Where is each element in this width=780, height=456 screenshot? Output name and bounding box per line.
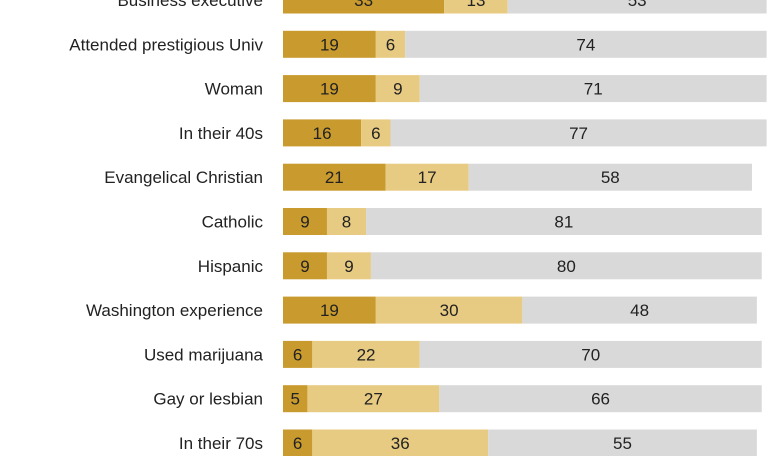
category-label: Used marijuana <box>144 345 264 364</box>
bar-row: Used marijuana 6 22 70 <box>144 340 762 368</box>
data-label: 53 <box>628 0 647 10</box>
category-label: In their 70s <box>179 434 263 453</box>
bar-row: Hispanic 9 9 80 <box>198 252 762 280</box>
data-label: 6 <box>293 345 302 364</box>
data-label: 17 <box>418 168 437 187</box>
bar-row: Evangelical Christian 21 17 58 <box>104 163 752 191</box>
category-label: Washington experience <box>86 301 263 320</box>
bar-segment-series-c <box>405 30 767 58</box>
bar-segment-series-c <box>468 163 752 191</box>
data-label: 16 <box>313 124 332 143</box>
data-label: 77 <box>569 124 588 143</box>
bar-segment-series-a <box>283 0 445 14</box>
bar-segment-series-c <box>370 252 762 280</box>
bar-segment-series-b <box>326 208 367 235</box>
data-label: 55 <box>613 434 632 453</box>
category-label: Hispanic <box>198 257 264 276</box>
bar-segment-series-b <box>326 252 371 280</box>
category-label: Catholic <box>202 213 264 232</box>
bar-segment-series-b <box>312 429 489 456</box>
category-label: Business executive <box>117 0 263 10</box>
bar-segment-series-c <box>522 296 757 324</box>
data-label: 66 <box>591 390 610 409</box>
bar-segment-series-a <box>283 75 376 103</box>
data-label: 58 <box>601 168 620 187</box>
category-label: Evangelical Christian <box>104 168 263 187</box>
bar-segment-series-b <box>307 385 440 413</box>
bar-row: In their 40s 16 6 77 <box>179 119 767 147</box>
data-label: 74 <box>576 35 595 54</box>
bar-segment-series-a <box>283 385 308 413</box>
bar-segment-series-c <box>390 119 767 147</box>
data-label: 9 <box>300 213 309 232</box>
data-label: 19 <box>320 301 339 320</box>
bar-row: Gay or lesbian 5 27 66 <box>153 385 762 413</box>
bar-row: Business executive 33 13 53 <box>117 0 767 14</box>
bar-segment-series-c <box>439 385 762 413</box>
bar-segment-series-a <box>283 296 376 324</box>
bar-segment-series-b <box>312 340 420 368</box>
bar-segment-series-a <box>283 208 327 235</box>
bar-segment-series-a <box>283 163 386 191</box>
data-label: 9 <box>344 257 353 276</box>
bar-segment-series-c <box>507 0 767 14</box>
data-label: 9 <box>300 257 309 276</box>
bar-segment-series-b <box>375 75 420 103</box>
bar-segment-series-a <box>283 119 362 147</box>
bar-row: Washington experience 19 30 48 <box>86 296 757 324</box>
bar-row: Woman 19 9 71 <box>205 75 767 103</box>
category-label: Attended prestigious Univ <box>69 35 263 54</box>
category-label: Woman <box>205 80 263 99</box>
bar-segment-series-a <box>283 30 376 58</box>
bar-segment-series-b <box>375 30 406 58</box>
data-label: 30 <box>440 301 459 320</box>
bar-segment-series-b <box>385 163 469 191</box>
data-label: 8 <box>342 213 351 232</box>
data-label: 36 <box>391 434 410 453</box>
data-label: 13 <box>466 0 485 10</box>
bar-segment-series-c <box>366 208 762 235</box>
bar-segment-series-a <box>283 252 327 280</box>
bar-segment-series-a <box>283 340 313 368</box>
data-label: 48 <box>630 301 649 320</box>
bar-segment-series-c <box>419 340 762 368</box>
data-label: 6 <box>371 124 380 143</box>
data-label: 6 <box>386 35 395 54</box>
category-label: In their 40s <box>179 124 263 143</box>
data-label: 6 <box>293 434 302 453</box>
data-label: 70 <box>581 345 600 364</box>
data-label: 71 <box>584 80 603 99</box>
bar-segment-series-c <box>419 75 767 103</box>
bar-row: Catholic 9 8 81 <box>202 208 762 235</box>
data-label: 81 <box>554 213 573 232</box>
data-label: 9 <box>393 80 402 99</box>
category-label: Gay or lesbian <box>153 390 263 409</box>
bar-segment-series-c <box>488 429 757 456</box>
data-label: 27 <box>364 390 383 409</box>
bar-row: Attended prestigious Univ 19 6 74 <box>69 30 767 58</box>
bar-segment-series-b <box>375 296 523 324</box>
bar-row: In their 70s 6 36 55 <box>179 429 757 456</box>
bar-segment-series-b <box>444 0 508 14</box>
data-label: 19 <box>320 35 339 54</box>
data-label: 19 <box>320 80 339 99</box>
data-label: 33 <box>354 0 373 10</box>
data-label: 80 <box>557 257 576 276</box>
data-label: 5 <box>290 390 299 409</box>
bar-segment-series-b <box>361 119 391 147</box>
data-label: 21 <box>325 168 344 187</box>
data-label: 22 <box>357 345 376 364</box>
bar-segment-series-a <box>283 429 313 456</box>
